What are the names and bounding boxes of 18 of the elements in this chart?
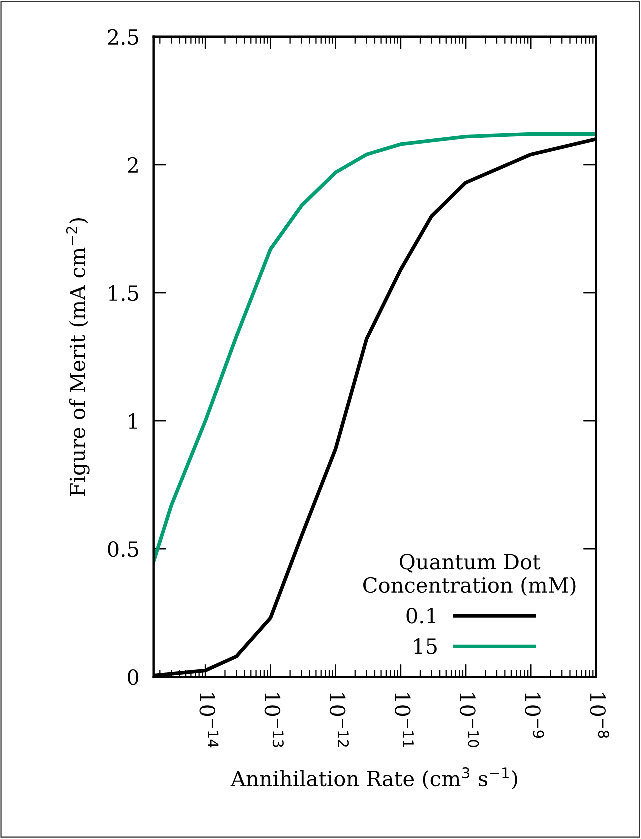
x-tick-label: 10$^{−8}$ [590, 694, 610, 738]
y-axis-title: Figure of Merit (mA cm$^{−2}$) [66, 218, 90, 496]
y-tick-label: 1 [129, 413, 137, 429]
x-axis-title: Annihilation Rate (cm$^{3}$ s$^{−1}$) [230, 768, 518, 790]
legend-title: Quantum Dot Concentration (mM) [364, 554, 576, 596]
x-tick-label: 10$^{−12}$ [330, 694, 350, 747]
y-tick-label: 1.5 [109, 285, 138, 302]
legend-label: 15 [414, 638, 437, 654]
x-tick-label: 10$^{−11}$ [394, 694, 414, 748]
x-tick-label: 10$^{−14}$ [200, 694, 219, 748]
y-tick-label: 0 [128, 670, 139, 686]
x-tick-label: 10$^{−9}$ [525, 694, 544, 738]
y-tick-label: 2.5 [108, 29, 138, 46]
x-tick-label: 10$^{−13}$ [264, 694, 284, 748]
x-tick-label: 10$^{−10}$ [460, 694, 480, 748]
y-tick-label: 0.5 [108, 541, 138, 558]
legend-label: 0.1 [406, 608, 436, 624]
y-tick-label: 2 [128, 157, 138, 173]
